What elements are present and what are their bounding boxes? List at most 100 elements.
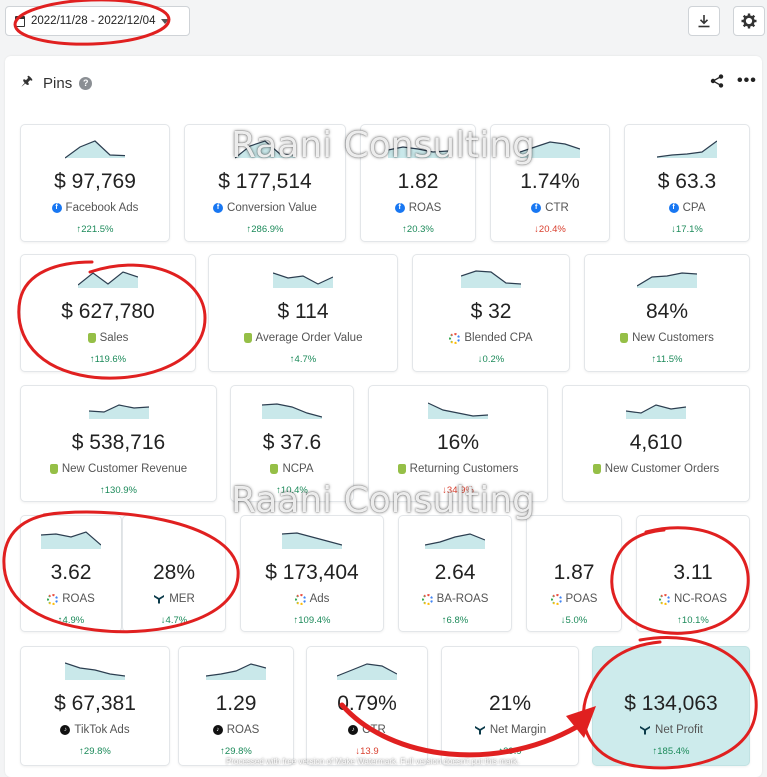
blended-icon [294,593,306,605]
metric-label-text: Net Profit [655,724,703,736]
metric-card[interactable]: 2.64 BA-ROAS ↑6.8% [398,515,512,632]
triple-whale-icon [639,725,651,735]
metric-label-text: MER [169,593,195,605]
metric-value: 1.82 [397,170,439,193]
metric-label: f CPA [625,202,749,214]
metric-label-text: New Customer Revenue [61,463,188,475]
metric-label-text: POAS [565,593,598,605]
share-icon[interactable] [710,74,724,88]
sparkline-line [657,140,717,158]
facebook-icon: f [394,203,405,213]
sparkline-line [273,272,333,285]
metric-value: 3.62 [50,561,92,584]
section-header: 🖈 Pins ? [21,72,93,94]
metric-change: ↑4.7% [289,354,317,365]
blended-icon [421,593,433,605]
shopify-icon [87,333,96,343]
metric-change: ↓34.9% [442,485,474,496]
metric-label: f Facebook Ads [21,202,169,214]
metric-card[interactable]: 21% Net Margin ↑29.9 [441,646,579,766]
sparkline [425,533,485,549]
metric-card[interactable]: 3.11 NC-ROAS ↑10.1% [636,515,750,632]
metric-label-text: CTR [545,202,569,214]
metric-card[interactable]: $ 37.6 NCPA ↑10.4% [230,385,354,502]
metric-label-text: Average Order Value [255,332,363,344]
metric-label: Returning Customers [369,463,547,475]
metric-change: ↑109.4% [293,615,331,626]
metric-value: $ 627,780 [61,300,155,323]
sparkline [206,663,266,680]
metric-card[interactable]: $ 538,716 New Customer Revenue ↑130.9% [20,385,217,502]
metric-card[interactable]: $ 173,404 Ads ↑109.4% [240,515,384,632]
sparkline-line [637,272,697,287]
metric-label-text: Blended CPA [464,332,533,344]
sparkline [337,663,397,680]
metric-label-text: Net Margin [489,724,547,736]
sparkline-area [626,405,686,419]
metric-label-text: Ads [309,593,330,605]
settings-button[interactable] [733,6,765,36]
metric-label-text: CPA [682,202,706,214]
metric-value: 1.87 [553,561,595,584]
download-button[interactable] [688,6,720,36]
metric-card[interactable]: 1.82 f ROAS ↑20.3% [360,124,476,242]
tiktok-icon: ♪ [348,725,359,735]
metric-label-text: TikTok Ads [74,724,130,736]
metric-label-text: NCPA [282,463,314,475]
metric-value: $ 32 [470,300,512,323]
sparkline [626,404,686,419]
pin-icon: 🖈 [21,73,34,88]
metric-card[interactable]: $ 134,063 Net Profit ↑185.4% [592,646,750,766]
metric-card[interactable]: 1.29 ♪ ROAS ↑29.8% [178,646,294,766]
sparkline [520,141,580,158]
metric-card[interactable]: $ 67,381 ♪ TikTok Ads ↑29.8% [20,646,170,766]
metric-card[interactable]: $ 177,514 f Conversion Value ↑286.9% [184,124,346,242]
metric-card[interactable]: 1.87 POAS ↓5.0% [526,515,622,632]
metric-value: 0.79% [337,692,397,715]
metric-card[interactable]: 16% Returning Customers ↓34.9% [368,385,548,502]
sparkline-area [235,141,295,158]
metric-label-text: NC-ROAS [673,593,728,605]
metric-card[interactable]: $ 627,780 Sales ↑119.6% [20,254,196,372]
metric-card[interactable]: 3.62 ROAS ↑4.9% [20,515,122,632]
metric-value: $ 134,063 [624,692,718,715]
sparkline-line [206,663,266,677]
metric-label-text: BA-ROAS [436,593,489,605]
metric-value: 3.11 [673,561,713,584]
metric-label: Average Order Value [209,332,397,344]
metric-value: 21% [488,692,532,715]
triple-whale-icon [474,725,486,735]
metric-card[interactable]: $ 63.3 f CPA ↓17.1% [624,124,750,242]
metric-change: ↑185.4% [652,746,690,757]
metric-change: ↑29.8% [79,746,111,757]
metric-card[interactable]: 84% New Customers ↑11.5% [584,254,750,372]
metric-card[interactable]: 0.79% ♪ CTR ↓13.9 [306,646,428,766]
metric-value: 1.74% [520,170,580,193]
metric-card[interactable]: $ 114 Average Order Value ↑4.7% [208,254,398,372]
metric-change: ↓5.0% [560,615,588,626]
metric-label: New Customer Revenue [21,463,216,475]
metric-card[interactable]: 28% MER ↓4.7% [122,515,226,632]
sparkline-area [637,273,697,288]
metric-card[interactable]: $ 97,769 f Facebook Ads ↑221.5% [20,124,170,242]
metric-value: 2.64 [434,561,476,584]
metric-change: ↓4.7% [160,615,188,626]
metric-card[interactable]: $ 32 Blended CPA ↓0.2% [412,254,570,372]
date-range-picker[interactable]: 2022/11/28 - 2022/12/04 [5,6,190,36]
metric-label: New Customer Orders [563,463,749,475]
sparkline-area [206,664,266,680]
metric-card[interactable]: 1.74% f CTR ↓20.4% [490,124,610,242]
help-icon[interactable]: ? [79,76,93,90]
metric-label: Blended CPA [413,332,569,344]
sparkline-line [461,270,521,285]
metric-label-text: ROAS [62,593,95,605]
facebook-icon: f [213,203,224,213]
sparkline-line [520,141,580,153]
sparkline [65,662,125,680]
sparkline-area [273,273,333,288]
more-icon[interactable]: ••• [737,72,757,89]
metric-label-text: ROAS [408,202,442,214]
metric-card[interactable]: 4,610 New Customer Orders [562,385,750,502]
shopify-icon [270,464,279,474]
metric-label-text: ROAS [226,724,260,736]
